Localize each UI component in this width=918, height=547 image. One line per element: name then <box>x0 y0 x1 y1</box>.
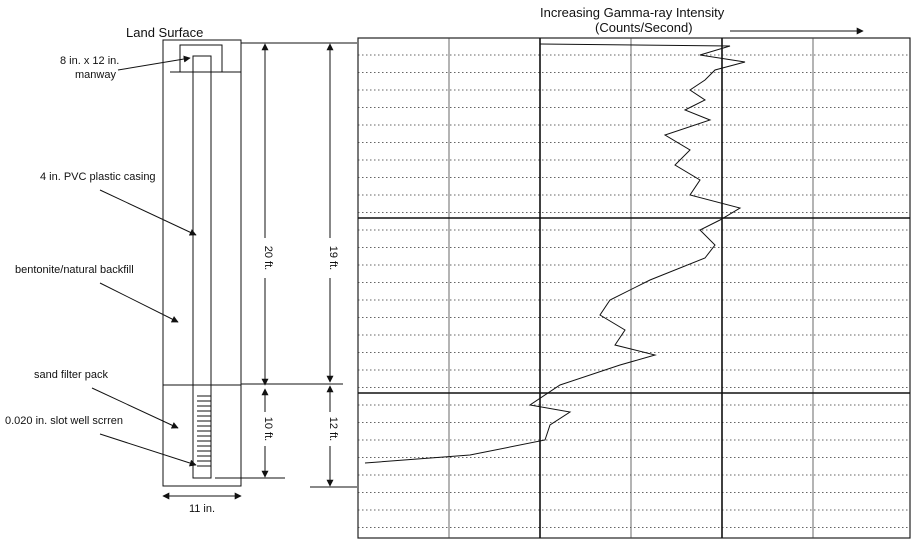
well <box>162 39 242 500</box>
width-label: 11 in. <box>189 503 215 515</box>
dimension-label: 10 ft. <box>262 417 274 441</box>
manway-label: 8 in. x 12 in. <box>60 55 119 67</box>
screen-label: 0.020 in. slot well scrren <box>5 415 123 427</box>
casing-label: 4 in. PVC plastic casing <box>40 171 156 183</box>
dimension-label: 12 ft. <box>327 417 339 441</box>
backfill-label: bentonite/natural backfill <box>15 264 134 276</box>
gamma-trace <box>364 43 746 464</box>
log-grid <box>357 37 911 539</box>
filter-label: sand filter pack <box>34 369 108 381</box>
dimension-label: 20 ft. <box>262 246 274 270</box>
log-title: Increasing Gamma-ray Intensity <box>540 5 725 20</box>
log-frame <box>357 37 911 539</box>
land-surface: Land Surface <box>126 25 203 40</box>
manway-label: manway <box>75 69 116 81</box>
dimension-label: 19 ft. <box>327 246 339 270</box>
log-subtitle: (Counts/Second) <box>595 20 693 35</box>
